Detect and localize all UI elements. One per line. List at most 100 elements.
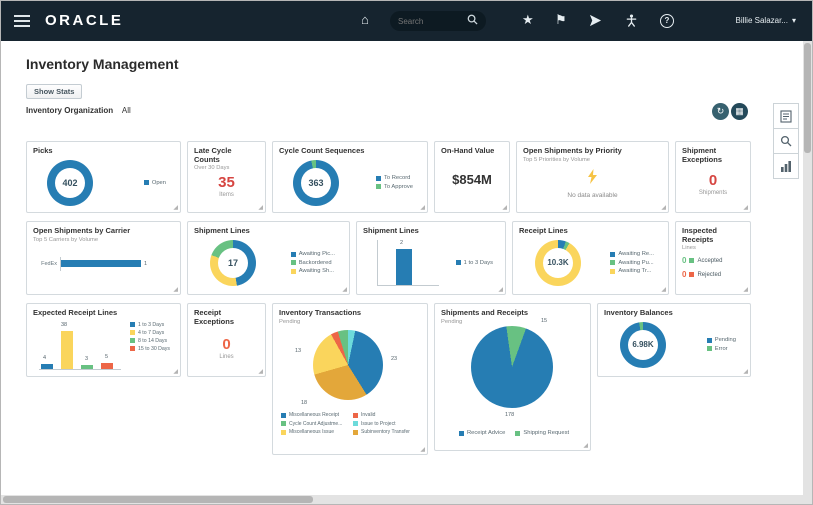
card-title: Receipt Exceptions bbox=[194, 308, 235, 326]
bar-category-label: FedEx bbox=[41, 260, 57, 267]
infolets-panel-button[interactable] bbox=[773, 153, 799, 179]
accepted-label: Accepted bbox=[697, 257, 723, 264]
legend-label: Awaiting Sh... bbox=[298, 268, 335, 275]
legend-item: Cycle Count Adjustme... bbox=[281, 421, 349, 427]
search-panel-button[interactable] bbox=[773, 128, 799, 154]
shipment-lines-bar-chart: 2 1 to 3 Days bbox=[363, 239, 499, 286]
search-icon[interactable] bbox=[467, 12, 478, 30]
search-box[interactable] bbox=[390, 11, 486, 31]
horizontal-scrollbar[interactable] bbox=[1, 495, 803, 504]
bar-value-label: 1 bbox=[144, 260, 148, 267]
no-data-message: No data available bbox=[567, 191, 618, 199]
card-inventory-balances: Inventory Balances 6.98K Pending Error ◢ bbox=[597, 303, 751, 377]
expand-icon[interactable]: ◢ bbox=[420, 205, 425, 211]
legend-item: 1 to 3 Days bbox=[455, 260, 493, 266]
expand-icon[interactable]: ◢ bbox=[258, 369, 263, 375]
page-title: Inventory Management bbox=[26, 56, 179, 72]
legend-swatch bbox=[353, 412, 358, 418]
legend-item: Pending bbox=[706, 337, 736, 343]
help-icon[interactable]: ? bbox=[660, 14, 674, 28]
lightning-icon bbox=[587, 168, 598, 189]
expand-icon[interactable]: ◢ bbox=[173, 287, 178, 293]
layout-toggle-button[interactable]: ▦ bbox=[731, 103, 748, 120]
expand-icon[interactable]: ◢ bbox=[502, 205, 507, 211]
expand-icon[interactable]: ◢ bbox=[743, 287, 748, 293]
expand-icon[interactable]: ◢ bbox=[173, 369, 178, 375]
card-title: Late Cycle Counts bbox=[194, 146, 232, 164]
inventory-organization-filter[interactable]: Inventory Organization All bbox=[26, 106, 131, 115]
card-inventory-transactions: Inventory Transactions Pending 23 13 18 … bbox=[272, 303, 428, 455]
user-menu[interactable]: Billie Salazar... ▾ bbox=[736, 16, 796, 25]
shipments-receipts-pie-chart bbox=[471, 326, 553, 408]
accessibility-icon[interactable] bbox=[625, 14, 638, 29]
receipt-lines-donut-chart: 10.3K bbox=[535, 239, 581, 286]
bar-value-label: 2 bbox=[400, 239, 404, 246]
expand-icon[interactable]: ◢ bbox=[743, 369, 748, 375]
card-subtitle: Lines bbox=[682, 245, 696, 252]
expand-icon[interactable]: ◢ bbox=[258, 205, 263, 211]
card-title: Shipment Lines bbox=[363, 226, 419, 235]
legend-item: Issue to Project bbox=[353, 421, 421, 427]
expand-icon[interactable]: ◢ bbox=[420, 447, 425, 453]
expand-icon[interactable]: ◢ bbox=[173, 205, 178, 211]
legend-swatch bbox=[353, 429, 358, 435]
card-inspected-receipts: Inspected Receipts Lines 0 Accepted 0 Re… bbox=[675, 221, 751, 295]
card-title: Open Shipments by Carrier bbox=[33, 226, 131, 235]
legend-label: Awaiting Pic... bbox=[298, 251, 335, 258]
card-subtitle: Top 5 Carriers by Volume bbox=[33, 236, 99, 243]
navigator-icon[interactable] bbox=[589, 14, 602, 29]
legend-swatch bbox=[455, 260, 461, 266]
card-title: Inventory Balances bbox=[604, 308, 673, 317]
home-icon[interactable]: ⌂ bbox=[361, 12, 369, 27]
expand-icon[interactable]: ◢ bbox=[342, 287, 347, 293]
expand-icon[interactable]: ◢ bbox=[661, 205, 666, 211]
rejected-row: 0 Rejected bbox=[682, 270, 744, 279]
accepted-row: 0 Accepted bbox=[682, 256, 744, 265]
legend-item: To Record bbox=[375, 175, 413, 181]
bar-fedex bbox=[61, 260, 141, 268]
favorites-star-icon[interactable]: ★ bbox=[522, 12, 534, 27]
menu-icon[interactable] bbox=[14, 15, 30, 27]
legend-label: 15 to 30 Days bbox=[137, 345, 170, 352]
legend-label: Subinventory Transfer bbox=[361, 429, 410, 435]
card-late-cycle-counts: Late Cycle Counts Over 30 Days 35 Items … bbox=[187, 141, 266, 213]
legend-item: Awaiting Re... bbox=[610, 251, 654, 257]
legend-swatch bbox=[281, 421, 286, 426]
card-title: Receipt Lines bbox=[519, 226, 568, 235]
legend-label: Awaiting Re... bbox=[618, 251, 654, 258]
reports-panel-button[interactable] bbox=[773, 103, 799, 129]
vertical-scrollbar[interactable] bbox=[803, 41, 812, 495]
card-shipment-lines-status: Shipment Lines 17 Awaiting Pic... Backor… bbox=[187, 221, 350, 295]
legend-label: 4 to 7 Days bbox=[137, 329, 165, 336]
expand-icon[interactable]: ◢ bbox=[661, 287, 666, 293]
pie-slice-label: 13 bbox=[295, 348, 302, 354]
legend-swatch bbox=[129, 322, 135, 328]
refresh-button[interactable]: ↻ bbox=[712, 103, 729, 120]
legend-label: Miscellaneous Receipt bbox=[289, 412, 340, 418]
legend-swatch bbox=[281, 412, 286, 418]
expand-icon[interactable]: ◢ bbox=[583, 443, 588, 449]
horizontal-scrollbar-thumb[interactable] bbox=[3, 496, 313, 503]
scrollbar-corner bbox=[803, 495, 812, 504]
flag-icon[interactable]: ⚑ bbox=[555, 12, 567, 27]
legend-item: Receipt Advice bbox=[459, 430, 505, 436]
search-input[interactable] bbox=[398, 16, 467, 26]
legend-label: Awaiting Pu... bbox=[618, 259, 654, 266]
card-title: On-Hand Value bbox=[441, 146, 495, 155]
card-shipment-exceptions: Shipment Exceptions 0 Shipments ◢ bbox=[675, 141, 751, 213]
bar-value-label: 3 bbox=[85, 355, 89, 362]
expand-icon[interactable]: ◢ bbox=[743, 205, 748, 211]
vertical-scrollbar-thumb[interactable] bbox=[804, 43, 811, 153]
card-subtitle: Pending bbox=[279, 318, 301, 325]
show-stats-button[interactable]: Show Stats bbox=[26, 84, 83, 99]
card-subtitle: Over 30 Days bbox=[194, 165, 230, 172]
bar-value-label: 38 bbox=[61, 321, 68, 328]
expand-icon[interactable]: ◢ bbox=[498, 287, 503, 293]
legend-label: 8 to 14 Days bbox=[137, 337, 168, 344]
stat-value: 35 bbox=[218, 174, 235, 192]
cycle-count-donut-chart: 363 bbox=[293, 159, 339, 206]
bar-chart-icon bbox=[781, 161, 791, 172]
inventory-transactions-legend: Miscellaneous Receipt Cycle Count Adjust… bbox=[281, 412, 421, 435]
org-filter-value[interactable]: All bbox=[121, 106, 131, 115]
